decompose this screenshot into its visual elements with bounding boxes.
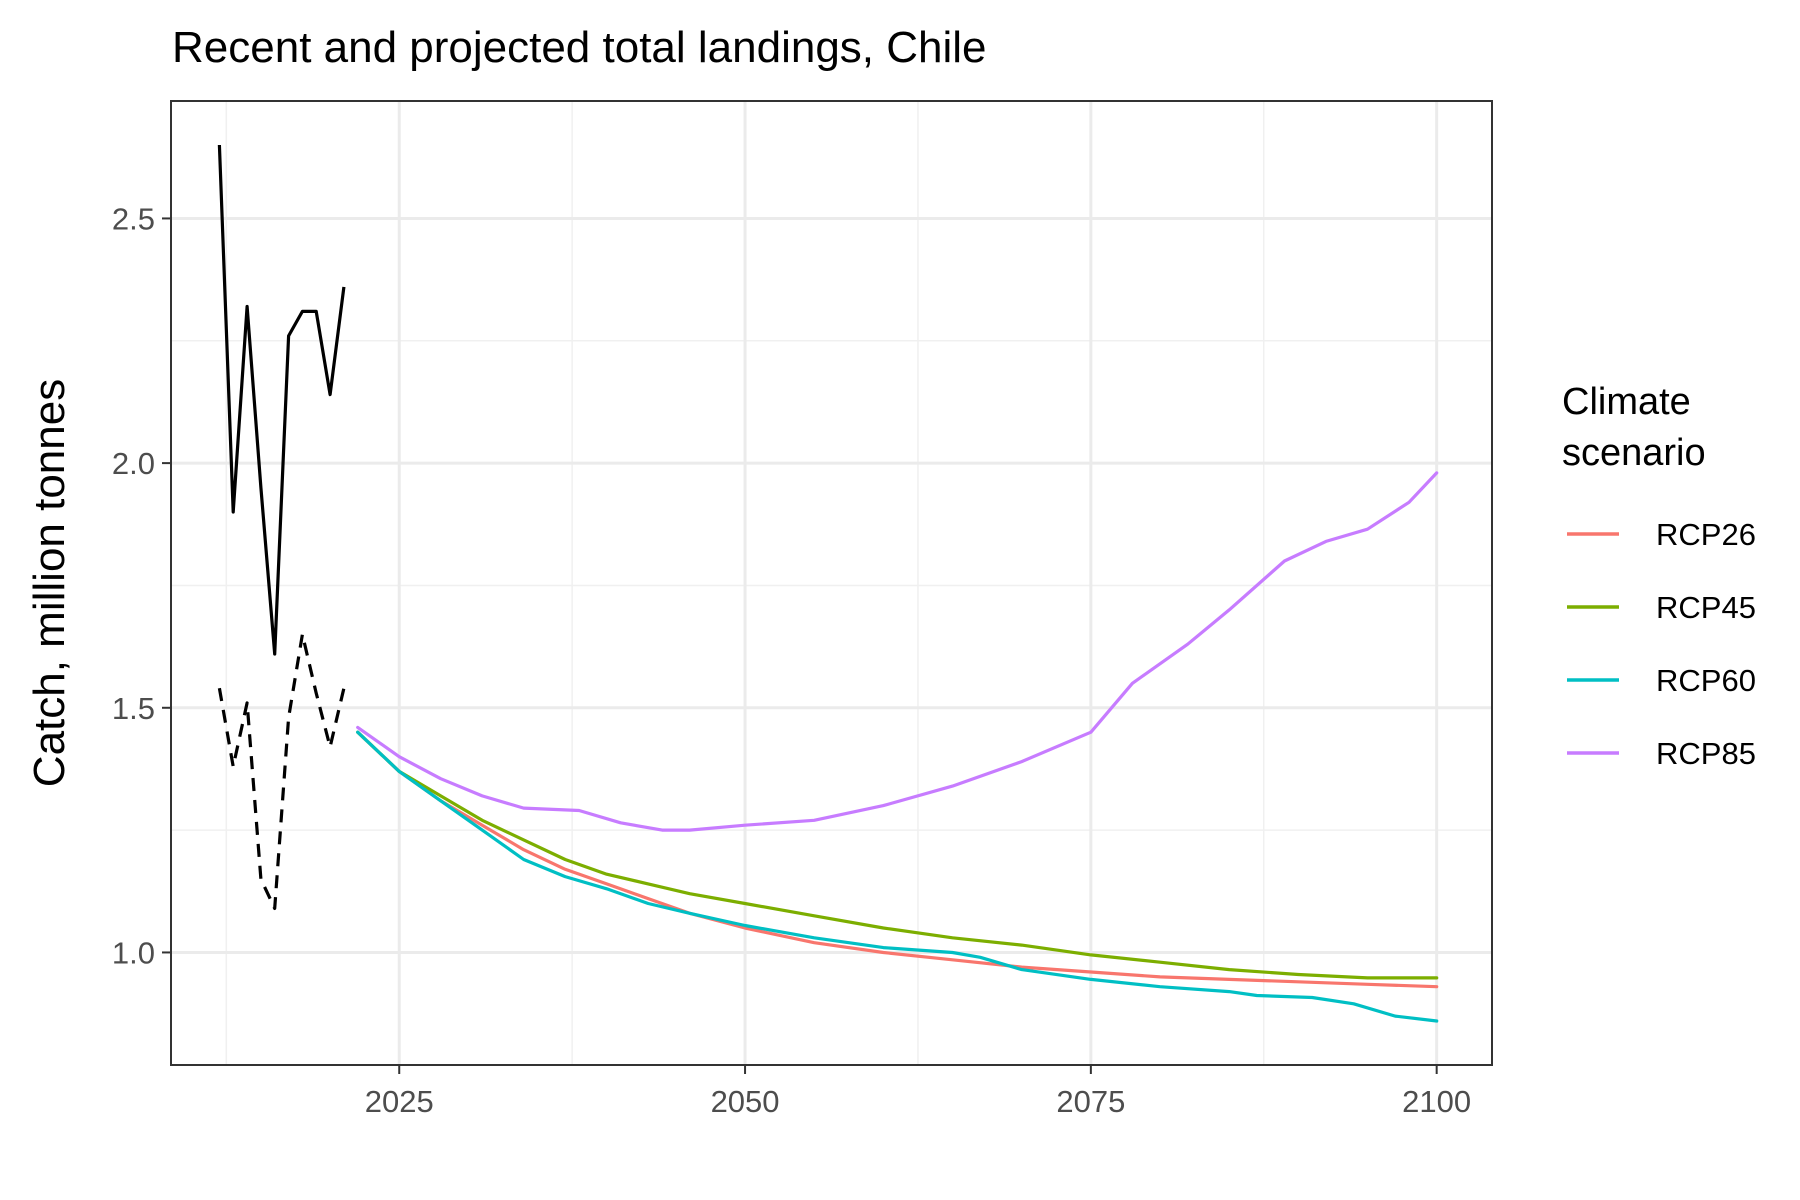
y-tick-label: 1.5	[112, 691, 155, 726]
series-line-rcp60	[356, 730, 1439, 1023]
series-line-rcp26	[356, 730, 1439, 989]
legend-label-rcp85: RCP85	[1656, 736, 1756, 771]
grid-minor	[171, 101, 1492, 1065]
legend-title-line-1: Climate	[1562, 381, 1691, 423]
legend-title-line-2: scenario	[1562, 432, 1706, 474]
series-line-rcp45	[356, 730, 1439, 980]
chart-title: Recent and projected total landings, Chi…	[172, 23, 987, 72]
legend-title: Climate scenario	[1562, 381, 1706, 474]
grid-major	[171, 101, 1492, 1065]
y-tick-label: 2.5	[112, 201, 155, 236]
historical-line-dashed	[217, 632, 346, 911]
historical-lines	[217, 144, 346, 911]
y-tick-label: 2.0	[112, 446, 155, 481]
legend-label-rcp26: RCP26	[1656, 517, 1756, 552]
plot-panel-border	[170, 100, 1493, 1066]
legend: Climate scenario RCP26 RCP45 RCP60 RCP85	[1562, 381, 1756, 771]
legend-label-rcp45: RCP45	[1656, 590, 1756, 625]
x-tick-label: 2050	[711, 1084, 780, 1119]
x-tick-label: 2100	[1402, 1084, 1471, 1119]
series-line-rcp85	[356, 471, 1439, 832]
legend-items: RCP26 RCP45 RCP60 RCP85	[1567, 517, 1756, 771]
y-axis-label: Catch, million tonnes	[25, 379, 74, 787]
x-axis-ticks: 2025 2050 2075 2100	[365, 1065, 1471, 1119]
y-axis-ticks: 1.0 1.5 2.0 2.5	[112, 201, 171, 970]
historical-line-solid	[217, 144, 346, 656]
x-tick-label: 2075	[1056, 1084, 1125, 1119]
series-lines	[356, 471, 1439, 1023]
x-tick-label: 2025	[365, 1084, 434, 1119]
y-tick-label: 1.0	[112, 935, 155, 970]
legend-label-rcp60: RCP60	[1656, 663, 1756, 698]
